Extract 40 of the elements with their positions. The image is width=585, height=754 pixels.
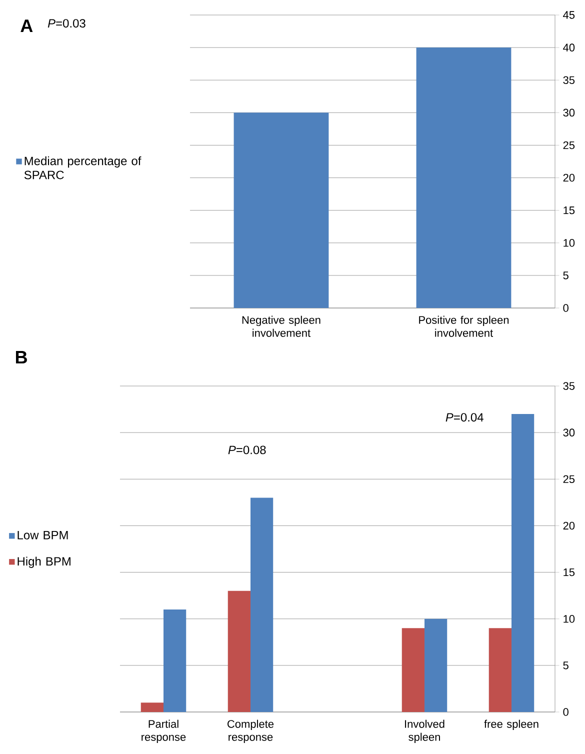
y-tick-label: 30: [563, 108, 575, 117]
y-tick-label: 45: [563, 11, 575, 19]
y-tick-label: 25: [563, 475, 575, 484]
bar: [424, 618, 448, 712]
text: A: [20, 20, 33, 32]
x-tick-label: Complete response: [228, 720, 274, 744]
x-tick-label: Negative spleen involvement: [242, 316, 320, 337]
y-tick-label: 25: [563, 141, 575, 150]
annotation: P=0.08: [228, 446, 266, 454]
legend-label: Low BPM: [18, 531, 68, 540]
bar: [511, 414, 534, 712]
legend-label: Median percentage of SPARC: [24, 156, 142, 180]
text: P=0.03: [48, 19, 86, 28]
bar: [164, 610, 186, 712]
y-tick-label: 5: [563, 272, 568, 280]
y-tick-label: 30: [563, 428, 575, 436]
y-tick-label: 0: [563, 708, 568, 716]
y-tick-label: 20: [563, 174, 575, 182]
y-tick-label: 35: [563, 76, 575, 84]
x-tick-label: Partial response: [142, 720, 186, 744]
bar: [402, 628, 424, 712]
y-tick-label: 10: [564, 239, 575, 247]
chart-title: B: [16, 351, 27, 364]
legend-label: High BPM: [18, 556, 70, 568]
annotation: P=0.04: [446, 413, 484, 422]
bar: [228, 590, 250, 712]
x-tick-label: Positive for spleen involvement: [419, 316, 509, 337]
bar: [140, 702, 164, 712]
y-tick-label: 10: [564, 614, 575, 623]
y-tick-label: 0: [563, 304, 568, 312]
y-tick-label: 15: [564, 206, 575, 214]
x-tick-label: free spleen: [484, 720, 538, 730]
bar: [250, 498, 274, 712]
x-tick-label: Involved spleen: [405, 720, 444, 744]
bar: [488, 628, 512, 712]
y-tick-label: 20: [563, 522, 575, 530]
y-tick-label: 15: [564, 568, 575, 576]
y-tick-label: 35: [563, 382, 575, 390]
y-tick-label: 40: [563, 44, 575, 52]
y-tick-label: 5: [563, 662, 568, 670]
